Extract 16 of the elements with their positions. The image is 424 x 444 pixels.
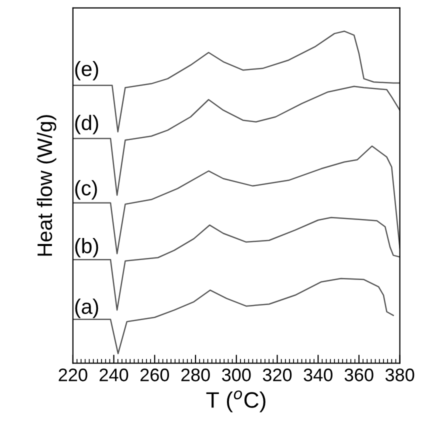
x-tick-label: 340 [304,368,332,382]
x-tick-label: 240 [100,368,128,382]
x-tick-label: 320 [262,368,292,382]
series-label: (a) [75,298,98,318]
series-label: (b) [75,238,98,258]
x-axis-title: T ($^{o}$C) [206,390,266,412]
y-axis-title: Heat flow (W/g) [36,115,56,256]
series-label: (c) [75,180,97,200]
x-tick-label: 220 [58,368,88,382]
x-tick-label: 300 [222,368,251,382]
series-label: (d) [75,114,98,134]
x-tick-label: 260 [140,368,170,382]
series-label: (e) [75,60,98,80]
x-tick-label: 280 [181,368,210,382]
x-tick-label: 380 [385,368,414,382]
x-tick-label: 360 [344,368,374,382]
